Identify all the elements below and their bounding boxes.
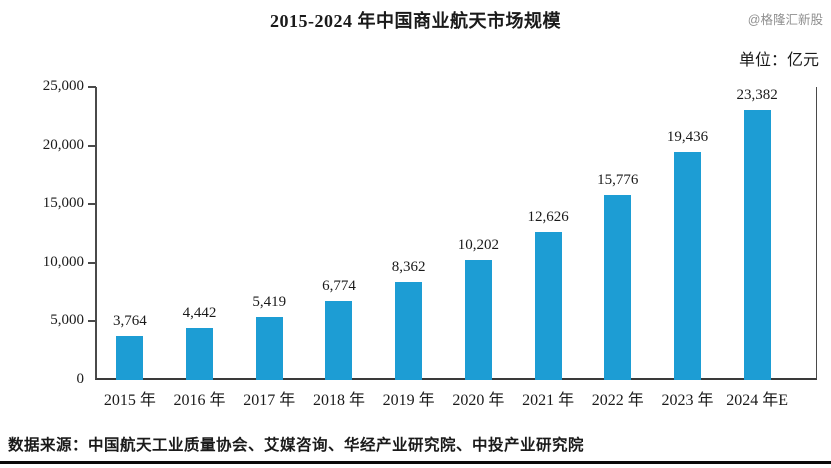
bar-slot: 23,382: [722, 87, 792, 380]
bar: [673, 152, 701, 380]
bar: [325, 300, 353, 380]
bar-slot: 15,776: [583, 87, 653, 380]
bar-slot: 19,436: [653, 87, 723, 380]
bar-value-label: 3,764: [112, 312, 147, 329]
bar-value-label: 5,419: [252, 293, 287, 310]
x-axis-labels: 2015 年 2016 年 2017 年 2018 年 2019 年 2020 年 2021…: [95, 386, 792, 410]
y-axis-tick-mark: [88, 320, 96, 323]
plot-area: [95, 87, 817, 380]
bar-value-label: 8,362: [391, 259, 426, 275]
x-axis-label: 2017 年: [243, 392, 296, 409]
x-axis-label: 2022 年: [591, 392, 644, 409]
y-axis-tick-mark: [88, 144, 96, 147]
bar: [255, 316, 283, 380]
y-axis-tick-mark: [88, 261, 96, 264]
x-axis-label: 2019 年: [382, 392, 435, 409]
bar-series: 3,764 4,442 5,419 6,774 8,362 10,202 12,626 15,…: [95, 87, 792, 380]
x-axis-label: 2015 年: [103, 392, 156, 409]
bar: [604, 195, 632, 380]
chart-title: 2015-2024 年中国商业航天市场规模: [270, 11, 561, 31]
x-axis-label: 2020 年: [452, 392, 505, 409]
bar: [743, 110, 771, 380]
bar-slot: 5,419: [234, 87, 304, 380]
x-axis-label: 2016 年: [173, 392, 226, 409]
bar-value-label: 23,382: [736, 87, 778, 103]
y-axis-tick-mark: [88, 203, 96, 206]
bottom-divider: [0, 461, 831, 464]
bar: [116, 335, 144, 380]
bar: [534, 232, 562, 380]
bar-value-label: 15,776: [597, 172, 639, 189]
bar-slot: 6,774: [304, 87, 374, 380]
y-axis-tick-label: 25,000: [42, 78, 84, 94]
bar-value-label: 12,626: [527, 209, 569, 226]
bar-slot: 4,442: [165, 87, 235, 380]
bar-value-label: 19,436: [666, 129, 709, 146]
bar: [395, 282, 423, 380]
bar-slot: 12,626: [513, 87, 583, 380]
y-axis-tick-label: 5,000: [50, 312, 84, 329]
y-axis-tick-mark: [88, 86, 96, 88]
bar-value-label: 4,442: [182, 304, 217, 321]
y-axis-tick-label: 0: [76, 371, 85, 387]
bar-slot: 10,202: [444, 87, 514, 380]
y-axis-tick-label: 20,000: [42, 136, 84, 153]
x-axis-label: 2023 年: [661, 392, 714, 409]
x-axis-label: 2021 年: [522, 392, 575, 409]
y-axis-tick-label: 15,000: [42, 195, 84, 212]
x-axis-label: 2018 年: [312, 392, 365, 409]
bar: [186, 327, 214, 380]
x-axis-label: 2024 年E: [726, 392, 789, 409]
bar-value-label: 6,774: [322, 277, 356, 294]
bar-value-label: 10,202: [457, 237, 499, 254]
watermark-text: @格隆汇新股: [747, 13, 823, 27]
bar-slot: 3,764: [95, 87, 165, 380]
y-axis-tick-label: 10,000: [42, 253, 84, 270]
data-source-note: 数据来源：中国航天工业质量协会、艾媒咨询、华经产业研究院、中投产业研究院: [8, 437, 585, 454]
bar-slot: 8,362: [374, 87, 444, 380]
unit-label: 单位：亿元: [738, 52, 819, 69]
bar: [464, 260, 492, 380]
